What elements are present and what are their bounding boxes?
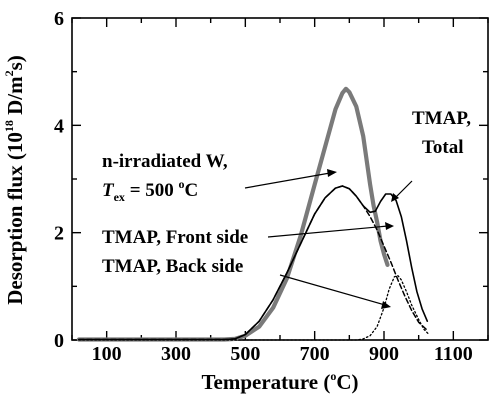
annotation-total-line2: Total — [422, 137, 464, 158]
y-axis-title-main: Desorption flux (10 — [3, 132, 27, 305]
annotation-experiment-sup: o — [179, 177, 185, 191]
annotation-arrows — [244, 172, 413, 306]
annotation-back: TMAP, Back side — [102, 256, 243, 277]
arrow-front — [267, 225, 389, 238]
annotation-experiment-C: C — [185, 180, 199, 201]
x-tick-label: 700 — [300, 343, 330, 365]
series-line-dashed — [78, 185, 429, 341]
annotation-experiment-sub: ex — [114, 190, 125, 204]
x-tick-label: 100 — [92, 343, 122, 365]
annotation-experiment-T: T — [102, 180, 115, 201]
arrowhead-front — [385, 222, 394, 230]
x-tick-labels: 100 300 500 700 900 1100 — [92, 343, 473, 365]
x-tick-label: 900 — [369, 343, 399, 365]
x-tick-label: 1100 — [434, 343, 473, 365]
x-axis-title-main: Temperature ( — [201, 370, 330, 394]
annotation-experiment-line2: Tex = 500 oC — [102, 177, 198, 204]
arrowhead-total — [391, 193, 399, 202]
axis-ticks — [71, 17, 489, 341]
arrow-heads — [327, 169, 399, 309]
y-tick-labels: 0 2 4 6 — [54, 8, 64, 352]
y-tick-label: 0 — [54, 330, 64, 352]
y-tick-label: 6 — [54, 8, 64, 30]
x-axis-title-end: C) — [336, 370, 358, 394]
arrowhead-experiment — [327, 169, 337, 177]
arrowhead-back — [381, 301, 391, 309]
annotation-total-line1: TMAP, — [412, 108, 471, 129]
arrow-total — [394, 180, 413, 199]
y-tick-label: 2 — [54, 223, 64, 245]
arrow-experiment — [244, 172, 331, 189]
series-line-dotted — [78, 274, 430, 341]
x-tick-label: 500 — [230, 343, 260, 365]
annotation-front: TMAP, Front side — [102, 227, 248, 248]
x-axis-title-sup: o — [330, 369, 336, 383]
y-axis-title-end: s) — [3, 55, 27, 70]
x-axis-title: Temperature (oC) — [201, 369, 358, 394]
y-axis-title-mid: D/m — [3, 76, 27, 120]
y-axis-title-sup2: 2 — [2, 70, 16, 76]
annotation-experiment-line1: n-irradiated W, — [102, 151, 228, 172]
y-tick-label: 4 — [54, 115, 64, 137]
x-tick-label: 300 — [161, 343, 191, 365]
series-line-thick-gray — [76, 86, 390, 342]
arrow-back — [279, 274, 386, 306]
y-axis-title: Desorption flux (1018 D/m2s) — [2, 55, 27, 305]
y-axis-title-sup1: 18 — [2, 120, 16, 132]
annotation-experiment-eq: = 500 — [125, 180, 179, 201]
